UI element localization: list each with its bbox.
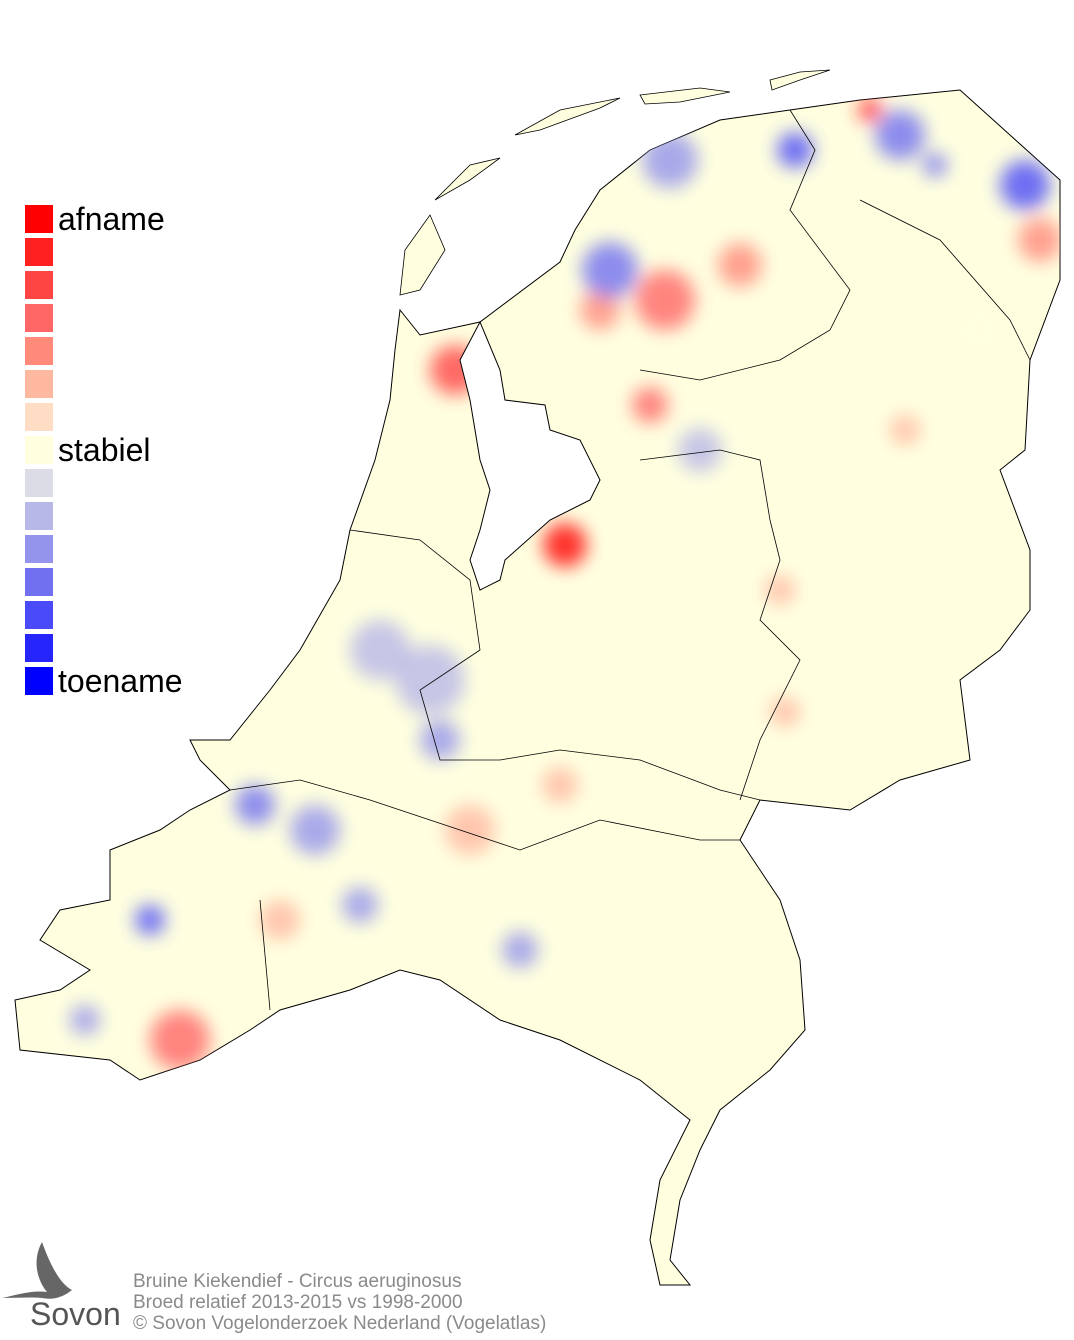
legend-swatch	[25, 370, 53, 398]
increase-area	[395, 645, 465, 715]
legend-swatch	[25, 601, 53, 629]
legend-swatch	[25, 667, 53, 695]
legend-swatch	[25, 403, 53, 431]
province-borders	[229, 109, 1031, 1011]
map-caption: Bruine Kiekendief - Circus aeruginosus B…	[133, 1271, 546, 1334]
decline-area	[770, 697, 800, 727]
decline-area	[718, 243, 762, 287]
legend-swatch	[25, 535, 53, 563]
legend-swatch	[25, 469, 53, 497]
copyright: © Sovon Vogelonderzoek Nederland (Vogela…	[133, 1313, 547, 1334]
increase-area	[135, 905, 165, 935]
logo-text: Sovon	[30, 1296, 121, 1332]
sovon-logo	[2, 1240, 122, 1335]
legend-swatch	[25, 205, 53, 233]
trend-blobs	[70, 98, 1060, 1070]
legend-label-bottom-label: toename	[58, 663, 183, 699]
increase-area	[290, 805, 340, 855]
swallow-icon	[2, 1242, 72, 1299]
increase-area	[502, 932, 538, 968]
increase-area	[342, 887, 378, 923]
legend-swatch	[25, 502, 53, 530]
decline-area	[1018, 218, 1060, 262]
legend-label-top-label: afname	[58, 201, 165, 237]
comparison-period: Broed relatief 2013-2015 vs 1998-2000	[133, 1292, 463, 1313]
increase-area	[1000, 160, 1050, 210]
legend-swatch	[25, 568, 53, 596]
increase-area	[70, 1005, 100, 1035]
decline-area	[580, 290, 620, 330]
increase-area	[875, 110, 925, 160]
decline-area	[635, 270, 695, 330]
legend-swatch	[25, 337, 53, 365]
legend-swatch	[25, 271, 53, 299]
increase-area	[777, 132, 813, 168]
decline-area	[542, 767, 578, 803]
increase-area	[582, 242, 638, 298]
legend-swatch	[25, 634, 53, 662]
increase-area	[235, 785, 275, 825]
legend-swatch	[25, 436, 53, 464]
decline-area	[543, 523, 587, 567]
increase-area	[420, 720, 460, 760]
wadden-islands	[399, 69, 831, 296]
decline-area	[260, 900, 300, 940]
decline-area	[632, 387, 668, 423]
increase-area	[350, 620, 410, 680]
legend-swatch	[25, 238, 53, 266]
increase-area	[950, 300, 1010, 360]
decline-area	[765, 575, 795, 605]
decline-area	[858, 98, 882, 122]
ijsselmeer	[459, 320, 601, 591]
increase-area	[642, 132, 698, 188]
decline-area	[890, 415, 920, 445]
increase-area	[678, 428, 722, 472]
decline-area	[150, 1010, 210, 1070]
legend-label-middle-label: stabiel	[58, 432, 151, 468]
legend-swatch	[25, 304, 53, 332]
species-title: Bruine Kiekendief - Circus aeruginosus	[133, 1271, 462, 1292]
decline-area	[445, 805, 495, 855]
increase-area	[923, 153, 947, 177]
